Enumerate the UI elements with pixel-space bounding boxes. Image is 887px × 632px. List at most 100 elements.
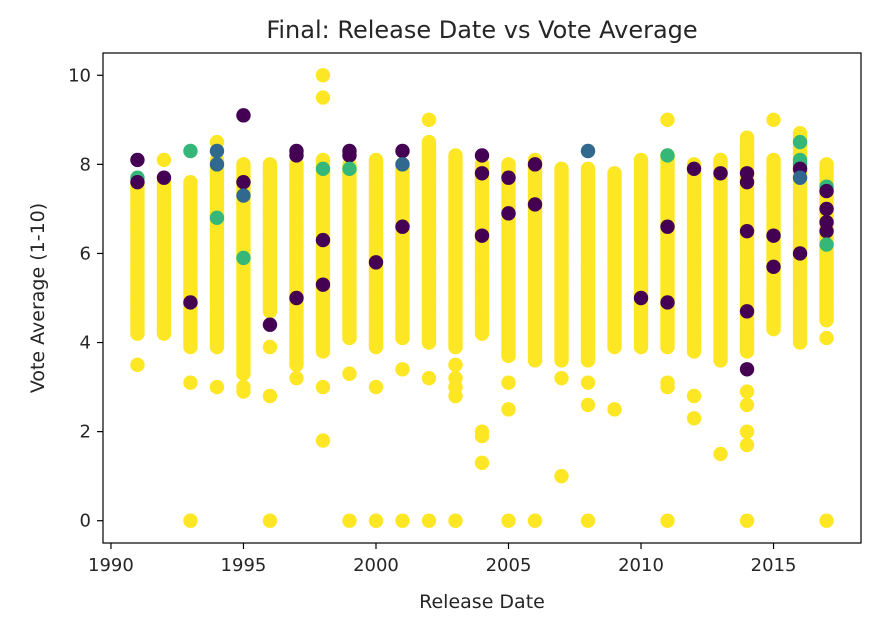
scatter-point bbox=[501, 157, 516, 172]
scatter-point bbox=[183, 174, 198, 190]
scatter-point bbox=[580, 161, 596, 177]
scatter-points bbox=[130, 68, 834, 528]
scatter-point-highlight bbox=[342, 148, 357, 163]
scatter-point bbox=[580, 397, 596, 413]
scatter-point bbox=[527, 513, 543, 528]
scatter-point bbox=[580, 513, 596, 528]
scatter-point-highlight bbox=[713, 166, 728, 181]
scatter-point bbox=[130, 357, 145, 373]
scatter-point-highlight bbox=[395, 157, 410, 172]
scatter-point bbox=[766, 112, 781, 128]
scatter-point bbox=[819, 330, 834, 346]
chart-title: Final: Release Date vs Vote Average bbox=[266, 16, 697, 44]
scatter-point bbox=[766, 152, 781, 168]
scatter-point-highlight bbox=[289, 290, 304, 306]
scatter-point bbox=[739, 437, 755, 453]
scatter-point bbox=[501, 375, 516, 390]
scatter-point bbox=[183, 513, 198, 528]
scatter-point-highlight bbox=[819, 183, 834, 199]
scatter-point-highlight bbox=[156, 170, 172, 185]
scatter-point bbox=[448, 357, 463, 373]
scatter-point bbox=[739, 397, 755, 413]
scatter-point bbox=[501, 402, 516, 417]
scatter-point-highlight bbox=[739, 174, 755, 190]
scatter-point-highlight bbox=[739, 304, 755, 319]
scatter-point-highlight bbox=[527, 157, 543, 172]
scatter-point-highlight bbox=[792, 134, 808, 150]
scatter-point bbox=[739, 513, 755, 528]
scatter-point bbox=[315, 90, 331, 105]
scatter-point bbox=[580, 375, 596, 390]
y-axis-label: Vote Average (1-10) bbox=[27, 203, 49, 393]
scatter-point bbox=[315, 68, 331, 83]
scatter-point-highlight bbox=[236, 188, 251, 203]
scatter-point-highlight bbox=[739, 362, 755, 377]
scatter-point-highlight bbox=[792, 246, 808, 261]
x-tick-label: 1995 bbox=[221, 555, 267, 576]
scatter-point-highlight bbox=[315, 161, 331, 177]
scatter-point-highlight bbox=[209, 143, 225, 159]
scatter-point bbox=[289, 370, 304, 386]
scatter-point bbox=[262, 513, 278, 528]
scatter-point-highlight bbox=[660, 295, 675, 310]
scatter-point bbox=[474, 455, 490, 471]
scatter-point bbox=[448, 148, 463, 163]
scatter-point-highlight bbox=[819, 223, 834, 239]
scatter-point bbox=[686, 388, 702, 404]
plot-area-frame bbox=[102, 52, 862, 544]
scatter-point bbox=[395, 362, 410, 377]
scatter-point bbox=[554, 468, 569, 484]
scatter-point-highlight bbox=[660, 219, 675, 234]
scatter-point bbox=[554, 370, 569, 386]
scatter-point-highlight bbox=[766, 228, 781, 243]
scatter-point bbox=[368, 379, 384, 395]
scatter-point-highlight bbox=[474, 148, 490, 163]
y-tick-label: 10 bbox=[68, 65, 91, 86]
scatter-point-highlight bbox=[474, 228, 490, 243]
scatter-point bbox=[342, 513, 357, 528]
scatter-point-highlight bbox=[474, 166, 490, 181]
scatter-point-highlight bbox=[368, 255, 384, 270]
scatter-point bbox=[501, 513, 516, 528]
scatter-point bbox=[739, 424, 755, 439]
scatter-point-highlight bbox=[342, 161, 357, 177]
y-tick-label: 6 bbox=[80, 243, 91, 264]
x-axis-label: Release Date bbox=[419, 591, 545, 613]
scatter-point-highlight bbox=[395, 143, 410, 159]
scatter-point bbox=[448, 513, 463, 528]
scatter-point-highlight bbox=[739, 223, 755, 239]
scatter-point-highlight bbox=[501, 170, 516, 185]
y-axis-ticks: 0 2 4 6 8 10 bbox=[68, 65, 103, 532]
scatter-point bbox=[739, 384, 755, 399]
scatter-point-highlight bbox=[633, 290, 649, 306]
scatter-point-highlight bbox=[580, 143, 596, 159]
scatter-point bbox=[421, 134, 437, 150]
scatter-point-highlight bbox=[819, 201, 834, 217]
scatter-point bbox=[739, 130, 755, 145]
x-tick-label: 2005 bbox=[486, 555, 532, 576]
scatter-point bbox=[607, 166, 622, 181]
scatter-point bbox=[183, 375, 198, 390]
x-tick-label: 2015 bbox=[751, 555, 797, 576]
scatter-point bbox=[607, 402, 622, 417]
scatter-point bbox=[819, 157, 834, 172]
scatter-point bbox=[262, 388, 278, 404]
scatter-point bbox=[660, 112, 675, 128]
scatter-point bbox=[421, 112, 437, 128]
scatter-point-highlight bbox=[130, 174, 145, 190]
x-tick-label: 1990 bbox=[88, 555, 134, 576]
scatter-point bbox=[554, 161, 569, 177]
scatter-point-highlight bbox=[527, 197, 543, 212]
scatter-point-highlight bbox=[236, 250, 251, 266]
scatter-point-highlight bbox=[262, 317, 278, 332]
scatter-point bbox=[660, 379, 675, 395]
scatter-point-highlight bbox=[766, 259, 781, 275]
scatter-point bbox=[315, 379, 331, 395]
scatter-point-highlight bbox=[183, 295, 198, 310]
y-tick-label: 0 bbox=[80, 511, 91, 532]
scatter-point bbox=[209, 379, 225, 395]
scatter-point bbox=[713, 446, 728, 462]
scatter-point bbox=[315, 433, 331, 448]
scatter-point bbox=[262, 339, 278, 355]
